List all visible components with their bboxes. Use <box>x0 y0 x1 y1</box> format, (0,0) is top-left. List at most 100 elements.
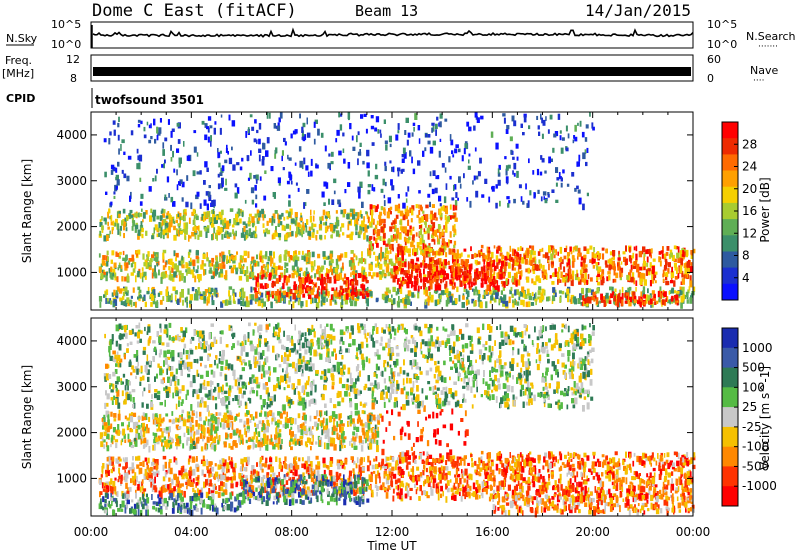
data-cell <box>525 268 528 273</box>
data-cell <box>389 258 393 262</box>
data-cell <box>541 272 544 278</box>
data-cell <box>518 264 522 270</box>
data-cell <box>130 263 134 268</box>
data-cell <box>338 413 341 421</box>
data-cell <box>324 425 328 430</box>
data-cell <box>551 264 554 269</box>
data-cell <box>162 142 165 149</box>
data-cell <box>110 169 114 175</box>
data-cell <box>153 227 155 234</box>
data-cell <box>375 456 378 462</box>
data-cell <box>229 253 232 258</box>
data-cell <box>186 426 189 433</box>
data-cell <box>256 209 260 215</box>
data-cell <box>674 266 678 271</box>
data-cell <box>208 287 211 292</box>
data-cell <box>114 184 118 192</box>
nsky-trace <box>91 25 694 48</box>
data-cell <box>431 257 435 262</box>
data-cell <box>403 152 407 159</box>
data-cell <box>391 299 395 306</box>
data-cell <box>113 299 116 303</box>
data-cell <box>434 187 438 194</box>
data-cell <box>137 286 141 291</box>
data-cell <box>548 263 550 271</box>
data-cell <box>315 234 318 241</box>
data-cell <box>411 292 415 298</box>
data-cell <box>257 287 260 294</box>
data-cell <box>468 286 472 290</box>
data-cell <box>274 421 278 426</box>
data-cell <box>397 250 399 258</box>
data-cell <box>302 422 305 426</box>
data-cell <box>534 298 538 302</box>
data-cell <box>689 260 691 266</box>
data-cell <box>111 434 114 441</box>
data-cell <box>527 301 531 308</box>
data-cell <box>263 429 266 437</box>
data-cell <box>204 289 209 293</box>
data-cell <box>688 268 690 274</box>
data-cell <box>516 156 519 161</box>
data-cell <box>304 419 307 424</box>
data-cell <box>407 236 411 241</box>
data-cell <box>374 229 377 234</box>
data-cell <box>322 251 326 257</box>
freq-trace <box>93 67 691 76</box>
data-cell <box>136 475 138 483</box>
data-cell <box>162 149 165 156</box>
data-cell <box>349 297 352 303</box>
data-cell <box>223 223 226 228</box>
data-cell <box>600 279 604 286</box>
y-tick-label: 4000 <box>56 128 87 142</box>
data-cell <box>311 223 313 229</box>
data-cell <box>552 249 555 255</box>
data-cell <box>112 464 115 468</box>
data-cell <box>318 296 321 303</box>
data-cell <box>163 163 165 169</box>
colorbar-segment <box>722 138 738 155</box>
data-cell <box>339 444 342 452</box>
data-cell <box>459 274 462 278</box>
data-cell <box>299 160 303 168</box>
data-cell <box>208 429 212 436</box>
data-cell <box>314 119 318 124</box>
data-cell <box>111 250 115 256</box>
data-cell <box>686 252 688 258</box>
data-cell <box>654 271 658 275</box>
data-cell <box>100 263 103 268</box>
data-cell <box>105 441 108 448</box>
data-cell <box>433 273 435 278</box>
data-cell <box>424 244 427 248</box>
data-cell <box>244 428 246 435</box>
data-cell <box>126 216 129 221</box>
data-cell <box>453 244 456 248</box>
data-cell <box>224 187 228 191</box>
data-cell <box>217 231 221 236</box>
data-cell <box>247 177 250 181</box>
data-cell <box>522 299 525 307</box>
data-cell <box>529 245 532 249</box>
data-cell <box>262 223 265 228</box>
data-cell <box>297 222 301 227</box>
data-cell <box>278 265 281 270</box>
data-cell <box>528 293 532 299</box>
data-cell <box>337 435 340 441</box>
data-cell <box>180 230 183 235</box>
data-cell <box>512 170 514 175</box>
data-cell <box>686 261 690 268</box>
data-cell <box>459 268 463 273</box>
data-cell <box>429 280 433 288</box>
data-cell <box>277 426 279 433</box>
data-cell <box>330 294 333 300</box>
data-cell <box>165 215 169 219</box>
data-cell <box>136 148 139 154</box>
data-cell <box>374 263 378 268</box>
data-cell <box>309 461 313 468</box>
data-cell <box>506 125 510 130</box>
data-cell <box>321 298 325 302</box>
data-cell <box>158 127 162 134</box>
data-cell <box>254 213 258 218</box>
data-cell <box>583 281 586 286</box>
data-cell <box>337 219 340 226</box>
